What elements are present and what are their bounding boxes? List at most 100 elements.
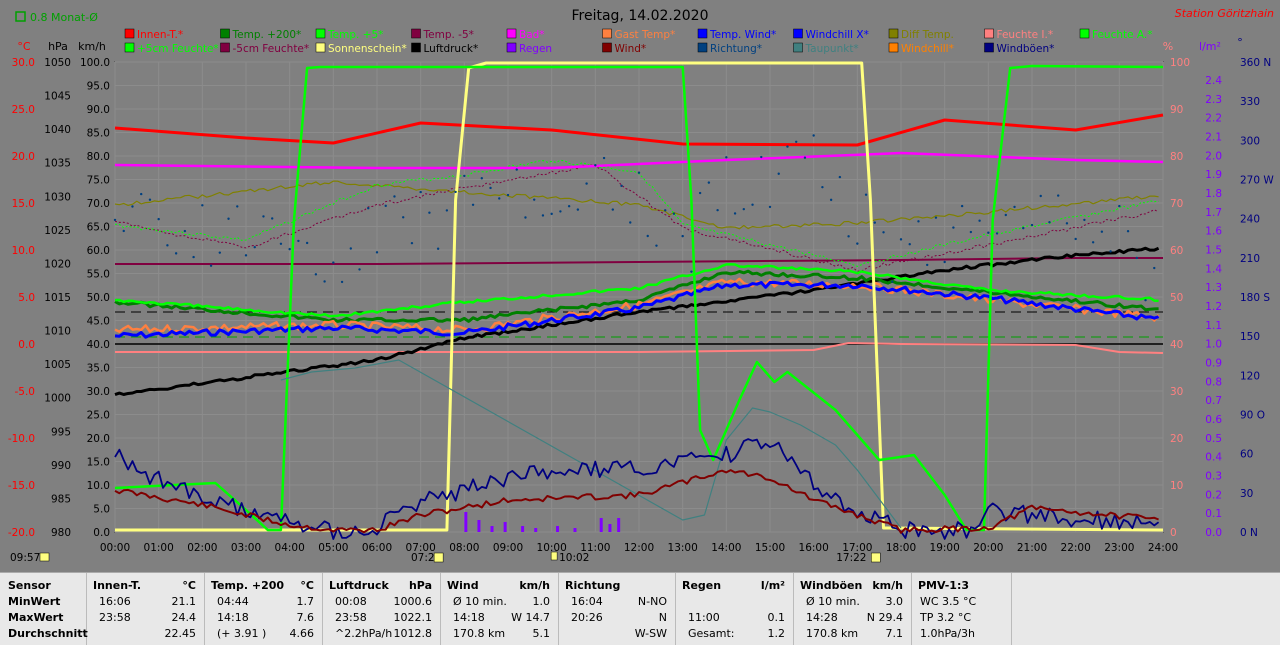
stats-regen-value: 1.2	[767, 627, 786, 640]
stats-regen-time: Gesamt:	[688, 627, 735, 640]
direction-dot	[375, 251, 379, 254]
direction-dot	[768, 205, 772, 209]
tick-label-rain: 1.2	[1205, 301, 1222, 313]
tick-label-rain: 0.4	[1205, 452, 1222, 464]
tick-label-time: 18:00	[886, 542, 916, 554]
tick-label-rain: 1.8	[1205, 188, 1222, 200]
direction-dot	[498, 197, 501, 200]
stats-temp200-value: 4.66	[289, 627, 315, 640]
legend-swatch	[793, 42, 803, 53]
stats-temp200-time: 04:44	[217, 595, 249, 608]
rain-bar	[490, 526, 494, 532]
direction-dot	[960, 204, 964, 208]
tick-label-pressure: 980	[51, 527, 71, 539]
tick-label-time: 04:00	[275, 542, 305, 554]
direction-dot	[480, 177, 483, 180]
series-sonnenschein	[115, 61, 1164, 532]
legend-swatch	[793, 28, 803, 39]
stats-wind-time: Ø 10 min.	[453, 595, 507, 608]
stats-windboeen-value: 7.1	[885, 627, 904, 640]
tick-label-pressure: 1010	[44, 326, 71, 338]
tick-label-time: 12:00	[624, 542, 654, 554]
direction-dot	[882, 231, 885, 234]
chart-title: Freitag, 14.02.2020	[572, 8, 709, 24]
direction-dot	[908, 243, 911, 246]
stats-richtung-value: W-SW	[634, 627, 667, 640]
direction-dot	[978, 219, 981, 222]
legend-label: Temp. +200*	[232, 29, 302, 41]
series-wind	[114, 469, 1159, 534]
direction-dot	[113, 218, 117, 222]
direction-dot	[297, 239, 300, 243]
direction-dot	[227, 217, 230, 220]
stats-pmv-value: WC 3.5 °C	[920, 595, 977, 608]
legend-swatch	[411, 42, 421, 53]
legend-swatch	[220, 42, 230, 53]
stats-header-sensor: Sensor	[8, 579, 51, 592]
legend-swatch	[984, 42, 994, 53]
direction-dot	[760, 155, 763, 159]
tick-label-time: 17:00	[842, 542, 872, 554]
tick-label-rain: 2.2	[1205, 113, 1222, 125]
rain-bar	[464, 512, 468, 532]
solar-noon-time: 10:02	[559, 552, 589, 564]
stats-sensor-column: Sensor MinWert MaxWert Durchschnitt	[0, 573, 88, 645]
direction-dot	[725, 156, 728, 159]
direction-dot	[716, 208, 719, 212]
legend-label: Feuchte I.*	[997, 29, 1054, 41]
tick-label-time: 24:00	[1148, 542, 1178, 554]
tick-label-rain: 0.0	[1205, 527, 1222, 539]
legend-swatch	[411, 28, 421, 39]
tick-label-pressure: 1040	[44, 124, 71, 136]
legend-swatch	[124, 28, 135, 39]
tick-label-humidity: 30	[1170, 386, 1183, 398]
tick-label-direction: 180 S	[1240, 292, 1270, 304]
tick-label-rain: 2.1	[1205, 132, 1222, 144]
tick-label-wind: 0.0	[93, 527, 110, 539]
series-taupunkt	[280, 359, 902, 529]
legend-label: Wind*	[615, 43, 647, 55]
direction-dot	[402, 216, 405, 219]
legend-label: Temp. +5*	[327, 29, 383, 41]
direction-dot	[314, 273, 318, 276]
rain-bar	[521, 526, 525, 532]
tick-label-direction: 150	[1240, 331, 1260, 343]
tick-label-pressure: 1045	[44, 91, 71, 103]
rain-bar	[477, 520, 481, 532]
legend-label: Regen	[519, 43, 552, 55]
stats-temp200-column: Temp. +200 °C 04:44 1.7 14:18 7.6 (+ 3.91 ) 4.6…	[205, 573, 323, 645]
stats-pmv-value: TP 3.2 °C	[920, 611, 972, 624]
legend-swatch	[506, 28, 517, 39]
direction-dot	[1013, 205, 1016, 209]
tick-label-time: 02:00	[187, 542, 217, 554]
stats-header-luftdruck: Luftdruck	[329, 579, 389, 592]
direction-dot	[576, 208, 580, 211]
tick-label-pressure: 1015	[44, 292, 71, 304]
tick-label-time: 11:00	[580, 542, 610, 554]
direction-dot	[1091, 241, 1095, 244]
direction-dot	[795, 140, 798, 144]
stats-windboeen-time: Ø 10 min.	[806, 595, 860, 608]
tick-label-temp: 30.0	[12, 57, 35, 69]
stats-temp200-value: 1.7	[296, 595, 315, 608]
direction-dot	[926, 263, 929, 267]
stats-luftdruck-value: 1000.6	[393, 595, 433, 608]
direction-dot	[550, 212, 553, 216]
tick-label-rain: 0.2	[1205, 489, 1222, 501]
stats-header-richtung: Richtung	[565, 579, 621, 592]
direction-dot	[1100, 230, 1104, 233]
direction-dot	[899, 238, 903, 241]
tick-label-wind: 25.0	[87, 410, 110, 422]
direction-dot	[506, 193, 510, 197]
tick-label-rain: 0.6	[1205, 414, 1222, 426]
direction-dot	[1135, 256, 1139, 260]
direction-dot	[987, 231, 990, 234]
tick-label-time: 10:00	[537, 542, 567, 554]
direction-dot	[541, 214, 545, 217]
tick-label-humidity: 50	[1170, 292, 1183, 304]
direction-dot	[637, 171, 641, 174]
direction-dot	[183, 229, 187, 233]
tick-label-rain: 1.7	[1205, 207, 1222, 219]
tick-label-pressure: 1030	[44, 191, 71, 203]
tick-label-wind: 45.0	[87, 316, 110, 328]
